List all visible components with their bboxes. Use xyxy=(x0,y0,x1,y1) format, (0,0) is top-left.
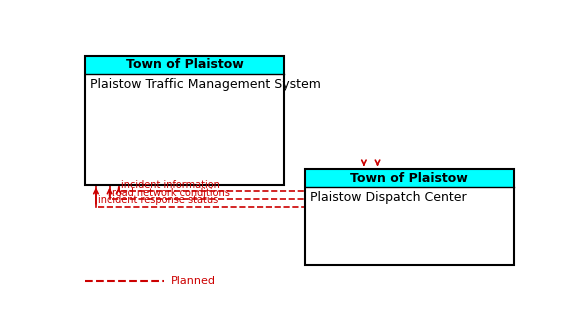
Text: Town of Plaistow: Town of Plaistow xyxy=(350,172,468,185)
Bar xyxy=(84,56,284,74)
Text: Plaistow Traffic Management System: Plaistow Traffic Management System xyxy=(90,78,321,90)
Text: incident response status: incident response status xyxy=(98,195,219,205)
Text: Town of Plaistow: Town of Plaistow xyxy=(125,58,243,71)
Bar xyxy=(305,169,514,265)
Bar xyxy=(305,187,514,265)
Bar xyxy=(305,169,514,187)
Text: incident information: incident information xyxy=(121,180,220,190)
Bar xyxy=(84,56,284,185)
Text: Plaistow Dispatch Center: Plaistow Dispatch Center xyxy=(311,191,467,204)
Text: Planned: Planned xyxy=(171,276,216,286)
Bar xyxy=(84,74,284,185)
Text: road network conditions: road network conditions xyxy=(112,188,230,198)
